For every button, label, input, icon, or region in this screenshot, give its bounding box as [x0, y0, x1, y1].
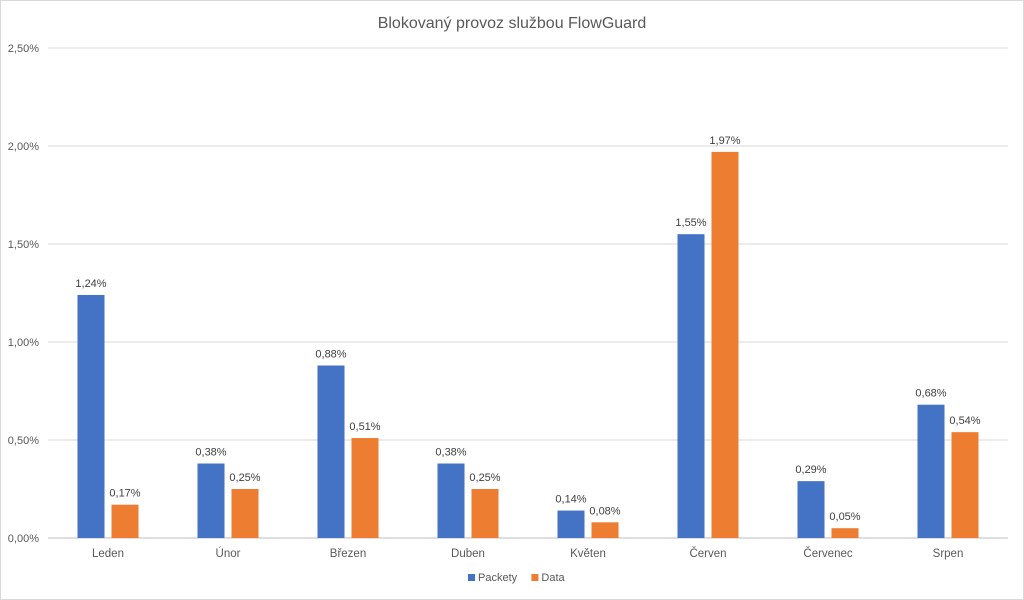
data-label: 0,38% — [195, 447, 226, 459]
bar-packety — [317, 365, 345, 538]
legend-swatch — [468, 574, 475, 581]
y-axis-tick-labels: 0,00% 0,50% 1,00% 1,50% 2,00% 2,50% — [8, 43, 39, 545]
category-label: Červen — [689, 547, 726, 560]
category-label: Březen — [330, 548, 366, 560]
data-label: 0,14% — [555, 494, 586, 506]
chart-title: Blokovaný provoz službou FlowGuard — [378, 15, 647, 32]
legend-swatch — [531, 574, 539, 581]
bar-packety — [557, 510, 585, 538]
data-label: 0,17% — [109, 488, 140, 500]
data-labels: 1,24% 0,17% 0,38% 0,25% 0,88% 0,51% 0,38% 0,25%… — [75, 135, 980, 523]
bar-data — [951, 432, 979, 538]
data-label: 1,24% — [75, 278, 106, 290]
y-tick-label: 0,00% — [8, 533, 39, 545]
bars — [77, 151, 979, 538]
data-label: 0,68% — [915, 388, 946, 400]
y-tick-label: 0,50% — [8, 435, 39, 447]
data-label: 0,51% — [349, 421, 380, 433]
bar-packety — [197, 463, 225, 538]
bar-data — [711, 151, 739, 538]
legend-label: Data — [541, 572, 565, 584]
bar-data — [111, 504, 139, 538]
bar-data — [351, 438, 379, 538]
data-label: 0,25% — [229, 472, 260, 484]
category-label: Leden — [92, 548, 124, 560]
bar-data — [471, 489, 499, 538]
category-label: Duben — [451, 548, 485, 560]
category-label: Únor — [216, 547, 241, 560]
bar-packety — [917, 404, 945, 538]
y-tick-label: 1,50% — [8, 239, 39, 251]
legend: Packety Data — [468, 572, 566, 584]
category-label: Květen — [570, 548, 606, 560]
data-label: 1,55% — [675, 217, 706, 229]
x-axis-category-labels: Leden Únor Březen Duben Květen Červen Červenec… — [92, 547, 963, 560]
bar-data — [831, 528, 859, 538]
data-label: 1,97% — [709, 135, 740, 147]
data-label: 0,05% — [829, 511, 860, 523]
data-label: 0,25% — [469, 472, 500, 484]
y-tick-label: 2,50% — [8, 43, 39, 55]
data-label: 0,08% — [589, 505, 620, 517]
data-label: 0,38% — [435, 447, 466, 459]
bar-data — [591, 522, 619, 538]
y-tick-label: 1,00% — [8, 337, 39, 349]
bar-packety — [797, 481, 825, 538]
bar-data — [231, 489, 259, 538]
data-label: 0,54% — [949, 415, 980, 427]
legend-label: Packety — [478, 572, 518, 584]
category-label: Srpen — [933, 548, 964, 560]
data-label: 0,29% — [795, 464, 826, 476]
bar-packety — [77, 294, 105, 538]
category-label: Červenec — [803, 547, 852, 560]
gridlines — [48, 47, 1008, 539]
y-tick-label: 2,00% — [8, 141, 39, 153]
bar-packety — [677, 234, 705, 538]
data-label: 0,88% — [315, 349, 346, 361]
bar-packety — [437, 463, 465, 538]
